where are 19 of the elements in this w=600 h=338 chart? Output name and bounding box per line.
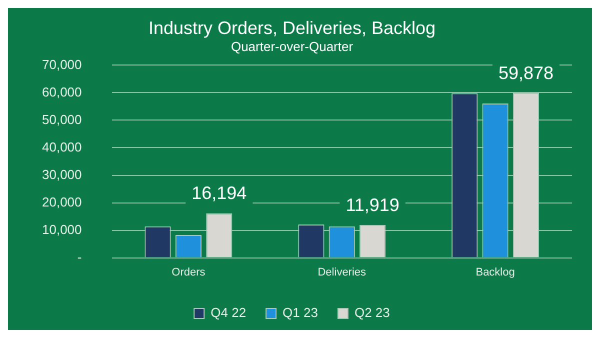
legend-label: Q1 23 — [282, 305, 318, 320]
x-tick-label: Orders — [172, 266, 206, 278]
y-tick-label: 50,000 — [42, 112, 82, 127]
legend-label: Q2 23 — [354, 305, 390, 320]
legend-label: Q4 22 — [210, 305, 246, 320]
x-tick-label: Backlog — [476, 266, 515, 278]
chart-subtitle: Quarter-over-Quarter — [230, 38, 354, 54]
data-label: 16,194 — [192, 183, 247, 204]
data-label: 59,878 — [498, 63, 554, 84]
y-tick-label: 10,000 — [42, 222, 82, 237]
y-tick-label: 30,000 — [42, 166, 82, 182]
y-tick-label: 40,000 — [42, 139, 82, 154]
chart-title: Industry Orders, Deliveries, Backlog — [148, 18, 436, 38]
y-tick-label: - — [77, 249, 82, 264]
y-tick-label: 60,000 — [42, 84, 82, 100]
data-label: 11,919 — [346, 194, 400, 215]
y-tick-label: 20,000 — [42, 194, 82, 210]
y-tick-label: 70,000 — [42, 56, 82, 72]
x-tick-label: Deliveries — [318, 266, 367, 278]
